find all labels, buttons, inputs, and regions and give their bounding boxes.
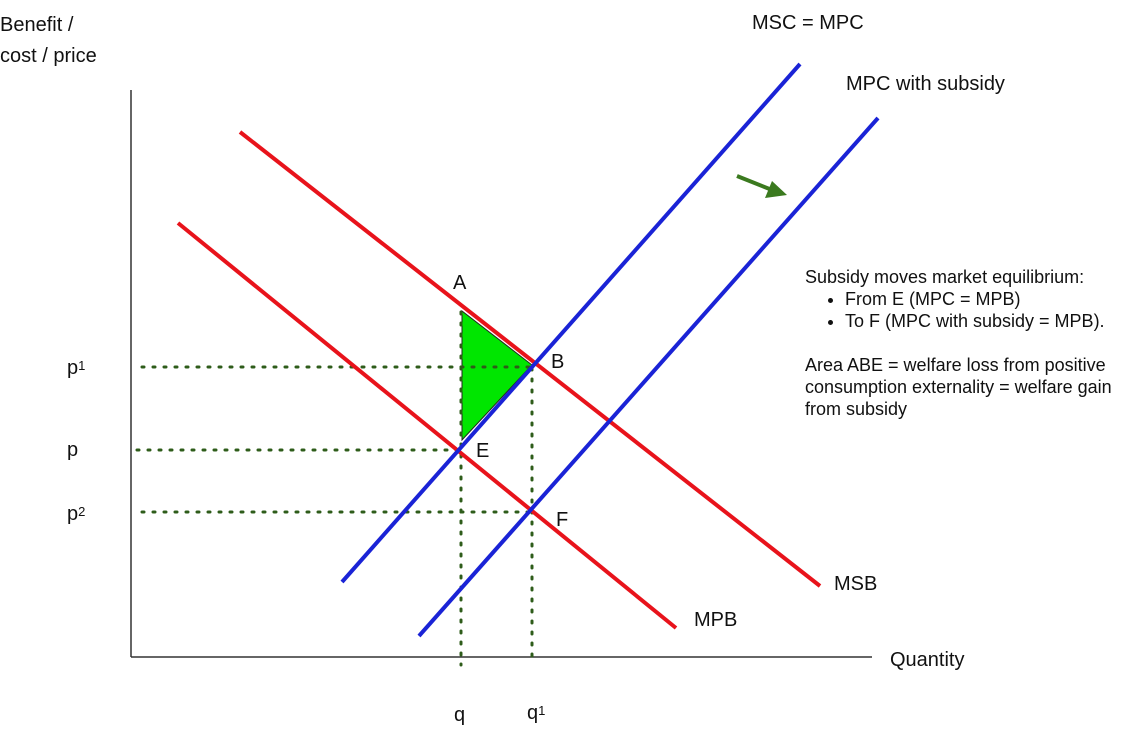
x-axis-label: Quantity <box>890 649 964 671</box>
notes-area-explanation: Area ABE = welfare loss from positive co… <box>805 355 1112 419</box>
point-e-label: E <box>476 440 489 462</box>
notes-bullet-list: From E (MPC = MPB) To F (MPC with subsid… <box>805 288 1145 332</box>
msc-mpc-label: MSC = MPC <box>752 12 864 34</box>
mpc-subsidy-curve <box>417 116 880 638</box>
mpb-curve <box>176 221 678 630</box>
mpb-label: MPB <box>694 609 737 631</box>
y-axis-label-line1: Benefit / <box>0 14 74 36</box>
point-f-label: F <box>556 509 568 531</box>
welfare-loss-triangle <box>461 309 533 442</box>
notes-bullet: To F (MPC with subsidy = MPB). <box>845 310 1145 332</box>
guide-lines <box>135 310 534 667</box>
notes-intro: Subsidy moves market equilibrium: <box>805 267 1085 287</box>
price-p1-label: p1 <box>67 357 85 379</box>
msb-curve <box>238 130 822 588</box>
y-axis-label-line2: cost / price <box>0 45 97 67</box>
point-b-label: B <box>551 351 564 373</box>
notes-bullet: From E (MPC = MPB) <box>845 288 1145 310</box>
quantity-q1-label: q1 <box>527 702 545 724</box>
msb-label: MSB <box>834 573 877 595</box>
msc-mpc-curve <box>340 62 802 584</box>
price-p-label: p <box>67 439 78 461</box>
shift-arrow-icon <box>736 174 787 198</box>
mpc-subsidy-label: MPC with subsidy <box>846 73 1005 95</box>
quantity-q-label: q <box>454 704 465 726</box>
price-p2-label: p2 <box>67 503 85 525</box>
point-a-label: A <box>453 272 467 294</box>
explanation-notes: Subsidy moves market equilibrium: From E… <box>805 266 1145 420</box>
